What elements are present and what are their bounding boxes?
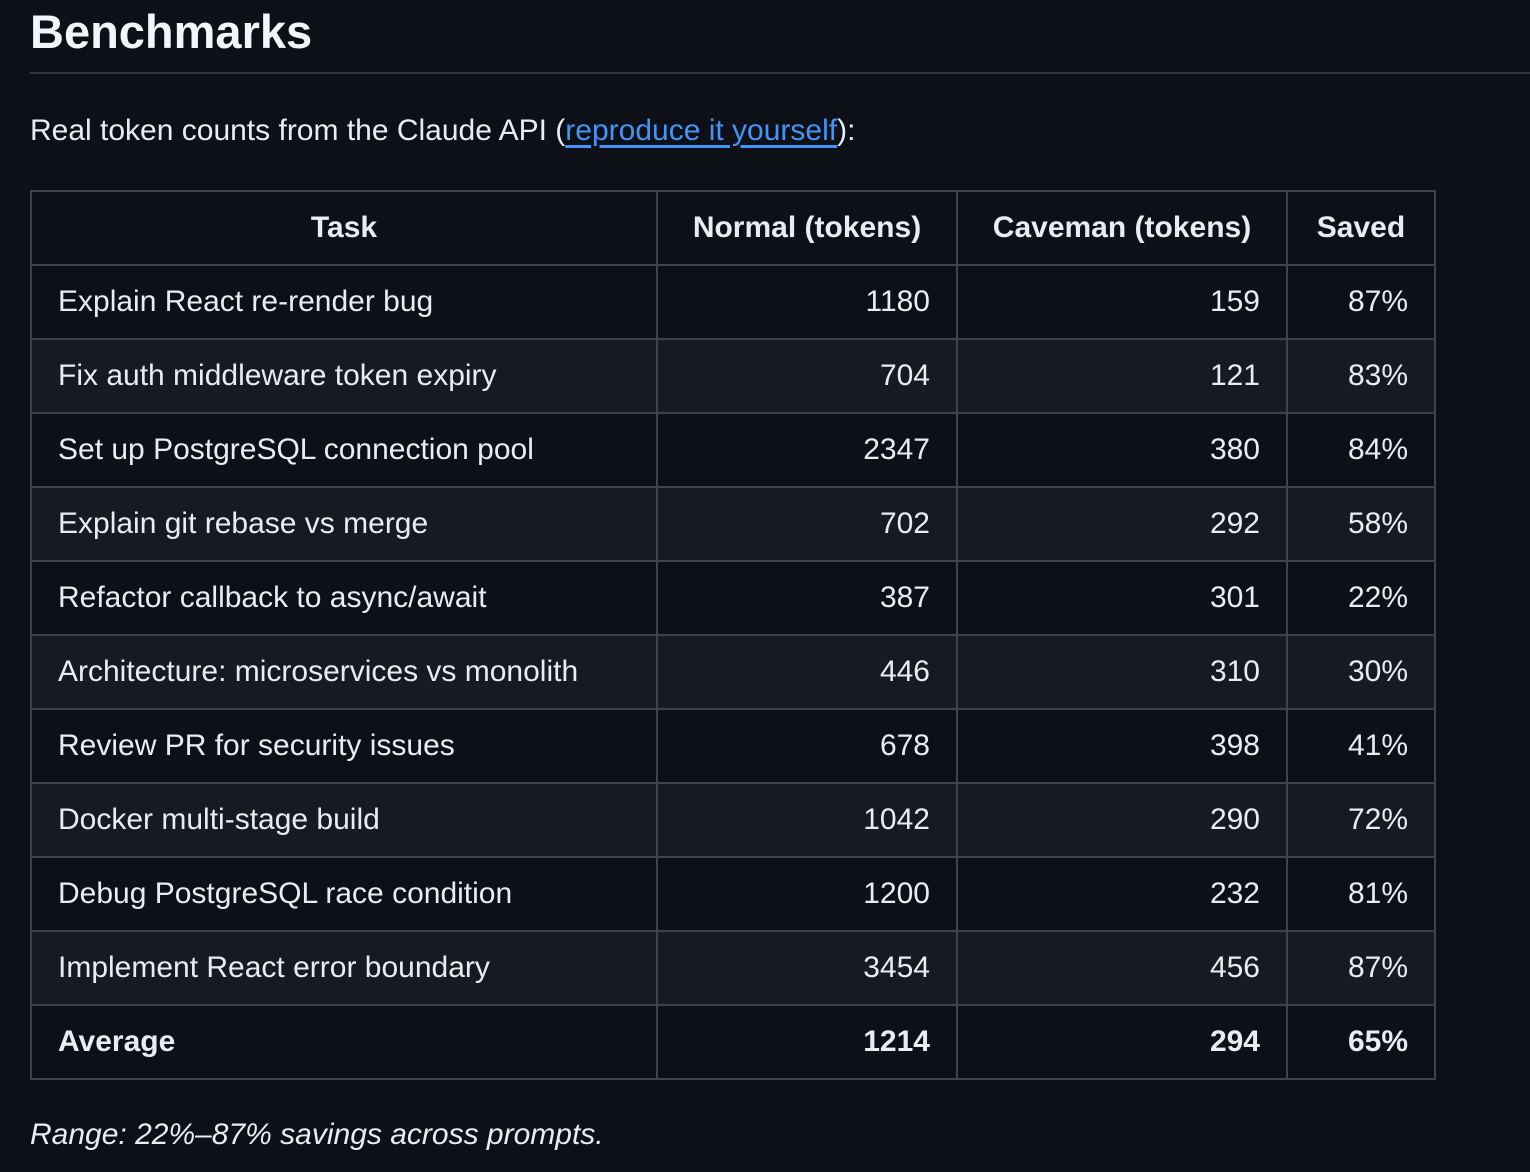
value-cell: 398	[956, 708, 1288, 784]
task-cell: Debug PostgreSQL race condition	[30, 856, 658, 932]
value-cell: 1214	[656, 1004, 958, 1080]
value-cell: 290	[956, 782, 1288, 858]
value-cell: 301	[956, 560, 1288, 636]
table-row: Fix auth middleware token expiry 704 121 83…	[30, 338, 1436, 414]
value-cell: 292	[956, 486, 1288, 562]
intro-paragraph: Real token counts from the Claude API (r…	[30, 108, 1530, 154]
table-row-average: Average 1214 294 65%	[30, 1004, 1436, 1080]
value-cell: 704	[656, 338, 958, 414]
value-cell: 83%	[1286, 338, 1436, 414]
task-cell: Architecture: microservices vs monolith	[30, 634, 658, 710]
readme-content: Benchmarks Real token counts from the Cl…	[30, 4, 1530, 1158]
value-cell: 159	[956, 264, 1288, 340]
value-cell: 446	[656, 634, 958, 710]
task-cell: Refactor callback to async/await	[30, 560, 658, 636]
table-row: Set up PostgreSQL connection pool 2347 380…	[30, 412, 1436, 488]
value-cell: 678	[656, 708, 958, 784]
table-row: Implement React error boundary 3454 456 87%	[30, 930, 1436, 1006]
range-footnote-text: Range: 22%–87% savings across prompts.	[30, 1118, 604, 1151]
table-header-row: Task Normal (tokens) Caveman (tokens) Saved	[30, 190, 1436, 266]
intro-text-suffix: ):	[837, 114, 856, 147]
value-cell: 72%	[1286, 782, 1436, 858]
page-title: Benchmarks	[30, 4, 1530, 74]
value-cell: 65%	[1286, 1004, 1436, 1080]
table-header: Task Normal (tokens) Caveman (tokens) Saved	[30, 190, 1436, 266]
table-row: Review PR for security issues 678 398 41%	[30, 708, 1436, 784]
task-cell: Implement React error boundary	[30, 930, 658, 1006]
reproduce-link[interactable]: reproduce it yourself	[565, 114, 838, 147]
value-cell: 294	[956, 1004, 1288, 1080]
value-cell: 1180	[656, 264, 958, 340]
value-cell: 456	[956, 930, 1288, 1006]
column-header-0: Task	[30, 190, 658, 266]
value-cell: 232	[956, 856, 1288, 932]
table-row: Explain git rebase vs merge 702 292 58%	[30, 486, 1436, 562]
table-row: Architecture: microservices vs monolith 4…	[30, 634, 1436, 710]
column-header-1: Normal (tokens)	[656, 190, 958, 266]
value-cell: 87%	[1286, 930, 1436, 1006]
value-cell: 121	[956, 338, 1288, 414]
task-cell: Explain React re-render bug	[30, 264, 658, 340]
table-row: Explain React re-render bug 1180 159 87%	[30, 264, 1436, 340]
benchmarks-table: Task Normal (tokens) Caveman (tokens) Saved…	[30, 190, 1436, 1080]
value-cell: 3454	[656, 930, 958, 1006]
table-body: Explain React re-render bug 1180 159 87% Fix…	[30, 264, 1436, 1080]
value-cell: 2347	[656, 412, 958, 488]
value-cell: 22%	[1286, 560, 1436, 636]
value-cell: 702	[656, 486, 958, 562]
table-row: Debug PostgreSQL race condition 1200 232 81…	[30, 856, 1436, 932]
table-row: Docker multi-stage build 1042 290 72%	[30, 782, 1436, 858]
value-cell: 1042	[656, 782, 958, 858]
task-cell: Average	[30, 1004, 658, 1080]
column-header-2: Caveman (tokens)	[956, 190, 1288, 266]
task-cell: Fix auth middleware token expiry	[30, 338, 658, 414]
task-cell: Docker multi-stage build	[30, 782, 658, 858]
intro-text-prefix: Real token counts from the Claude API (	[30, 114, 566, 147]
column-header-3: Saved	[1286, 190, 1436, 266]
value-cell: 310	[956, 634, 1288, 710]
task-cell: Explain git rebase vs merge	[30, 486, 658, 562]
value-cell: 41%	[1286, 708, 1436, 784]
task-cell: Set up PostgreSQL connection pool	[30, 412, 658, 488]
table-row: Refactor callback to async/await 387 301 22…	[30, 560, 1436, 636]
value-cell: 58%	[1286, 486, 1436, 562]
range-footnote: Range: 22%–87% savings across prompts.	[30, 1112, 1530, 1158]
value-cell: 380	[956, 412, 1288, 488]
value-cell: 81%	[1286, 856, 1436, 932]
value-cell: 84%	[1286, 412, 1436, 488]
value-cell: 387	[656, 560, 958, 636]
value-cell: 1200	[656, 856, 958, 932]
value-cell: 30%	[1286, 634, 1436, 710]
value-cell: 87%	[1286, 264, 1436, 340]
task-cell: Review PR for security issues	[30, 708, 658, 784]
